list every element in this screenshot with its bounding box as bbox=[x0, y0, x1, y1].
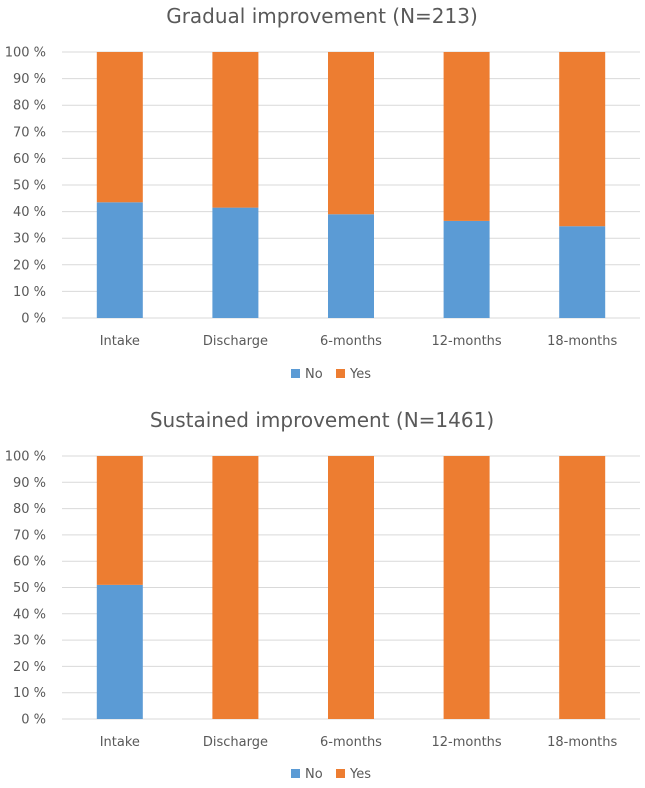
bar-segment-no bbox=[96, 202, 143, 318]
x-tick-label: 12-months bbox=[431, 334, 501, 349]
y-tick-label: 20 % bbox=[13, 258, 46, 273]
bar-segment-no bbox=[212, 207, 259, 318]
chart-gradual-improvement: Gradual improvement (N=213) 0 % 10 % 20 % 3… bbox=[5, 4, 640, 382]
legend-swatch-yes bbox=[336, 769, 345, 778]
legend: No Yes bbox=[291, 367, 371, 382]
legend-label: No bbox=[305, 767, 323, 782]
chart-title: Gradual improvement (N=213) bbox=[166, 4, 478, 28]
y-tick-label: 40 % bbox=[13, 205, 46, 220]
legend-swatch-yes bbox=[336, 369, 345, 378]
bar-segment-no bbox=[559, 226, 606, 318]
bar-segment-yes bbox=[443, 456, 490, 719]
bar-segment-yes bbox=[559, 52, 606, 227]
y-tick-label: 20 % bbox=[13, 660, 46, 675]
y-tick-label: 80 % bbox=[13, 99, 46, 114]
bar-segment-yes bbox=[328, 456, 374, 719]
bar-segment-yes bbox=[212, 52, 259, 208]
y-tick-label: 90 % bbox=[13, 476, 46, 491]
legend: No Yes bbox=[291, 767, 371, 782]
bar-segment-yes bbox=[96, 52, 143, 203]
x-tick-label: 12-months bbox=[431, 735, 501, 750]
bar-segment-yes bbox=[212, 456, 259, 719]
y-tick-label: 70 % bbox=[13, 125, 46, 140]
legend-label: No bbox=[305, 367, 323, 382]
bar-segment-no bbox=[96, 584, 143, 719]
x-tick-label: Discharge bbox=[203, 735, 268, 750]
x-tick-label: Discharge bbox=[203, 334, 268, 349]
bar-segment-yes bbox=[443, 52, 490, 221]
y-tick-label: 70 % bbox=[13, 528, 46, 543]
y-tick-label: 10 % bbox=[13, 285, 46, 300]
bar-segment-no bbox=[443, 220, 490, 318]
x-tick-label: 6-months bbox=[320, 334, 382, 349]
x-tick-label: Intake bbox=[100, 735, 140, 750]
legend-label: Yes bbox=[349, 367, 371, 382]
y-tick-label: 100 % bbox=[5, 46, 46, 61]
x-tick-label: 18-months bbox=[547, 334, 617, 349]
legend-label: Yes bbox=[349, 767, 371, 782]
y-tick-label: 60 % bbox=[13, 152, 46, 167]
legend-swatch-no bbox=[291, 369, 300, 378]
chart-sustained-improvement: Sustained improvement (N=1461) 0 % 10 % 20… bbox=[5, 408, 640, 782]
y-tick-label: 10 % bbox=[13, 686, 46, 701]
x-tick-label: 18-months bbox=[547, 735, 617, 750]
legend-swatch-no bbox=[291, 769, 300, 778]
x-tick-label: 6-months bbox=[320, 735, 382, 750]
y-tick-label: 30 % bbox=[13, 232, 46, 247]
bar-segment-yes bbox=[559, 456, 606, 719]
y-tick-label: 100 % bbox=[5, 450, 46, 465]
y-tick-label: 50 % bbox=[13, 581, 46, 596]
y-tick-label: 50 % bbox=[13, 179, 46, 194]
y-tick-label: 60 % bbox=[13, 555, 46, 570]
y-tick-label: 0 % bbox=[21, 312, 46, 327]
y-tick-label: 30 % bbox=[13, 634, 46, 649]
y-tick-label: 0 % bbox=[21, 713, 46, 728]
y-tick-label: 80 % bbox=[13, 502, 46, 517]
x-tick-label: Intake bbox=[100, 334, 140, 349]
y-tick-label: 40 % bbox=[13, 607, 46, 622]
chart-title: Sustained improvement (N=1461) bbox=[150, 408, 494, 432]
bar-segment-yes bbox=[96, 456, 143, 585]
bar-segment-yes bbox=[328, 52, 374, 215]
y-tick-label: 90 % bbox=[13, 72, 46, 87]
bar-segment-no bbox=[328, 214, 374, 318]
